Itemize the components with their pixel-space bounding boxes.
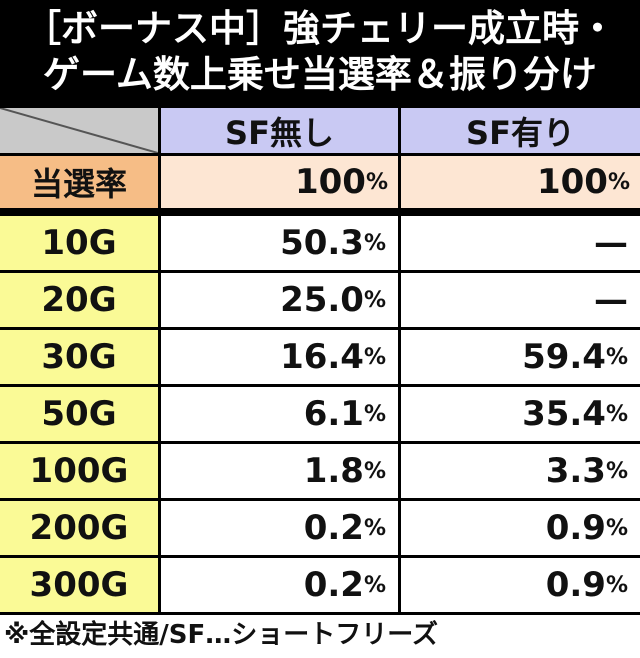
title-line: ［ボーナス中］強チェリー成立時・ — [24, 7, 616, 50]
row-label: 300G — [0, 558, 158, 612]
separator — [0, 211, 640, 213]
table: SF無し SF有り 当選率 100% 100% 10G 50.3% —20G 25.0% —30G… — [0, 105, 640, 615]
value-cell: 0.9% — [401, 558, 640, 612]
summary-cell: 100% — [401, 156, 640, 208]
value-cell: 16.4% — [161, 330, 398, 384]
footnote: ※全設定共通/SF…ショートフリーズ — [4, 620, 438, 650]
value-cell: 1.8% — [161, 444, 398, 498]
value-cell: 35.4% — [401, 387, 640, 441]
value-cell: 50.3% — [161, 216, 398, 270]
diagonal — [0, 108, 158, 153]
row-label: 50G — [0, 387, 158, 441]
value-cell: 3.3% — [401, 444, 640, 498]
title-banner: ［ボーナス中］強チェリー成立時・ ゲーム数上乗せ当選率＆振り分け — [0, 0, 640, 105]
title-line: ゲーム数上乗せ当選率＆振り分け — [43, 53, 597, 96]
row-label: 200G — [0, 501, 158, 555]
summary-cell: 100% — [161, 156, 398, 208]
value-cell: 0.2% — [161, 558, 398, 612]
column-header: SF無し — [161, 108, 398, 153]
value-cell: 6.1% — [161, 387, 398, 441]
corner-cell — [0, 108, 158, 153]
value-cell: 0.2% — [161, 501, 398, 555]
value-cell: 59.4% — [401, 330, 640, 384]
value-cell: 0.9% — [401, 501, 640, 555]
row-label: 30G — [0, 330, 158, 384]
row-label: 20G — [0, 273, 158, 327]
row-label: 当選率 — [0, 156, 158, 208]
value-cell: — — [401, 273, 640, 327]
column-header: SF有り — [401, 108, 640, 153]
value-cell: — — [401, 216, 640, 270]
row-label: 100G — [0, 444, 158, 498]
value-cell: 25.0% — [161, 273, 398, 327]
row-label: 10G — [0, 216, 158, 270]
